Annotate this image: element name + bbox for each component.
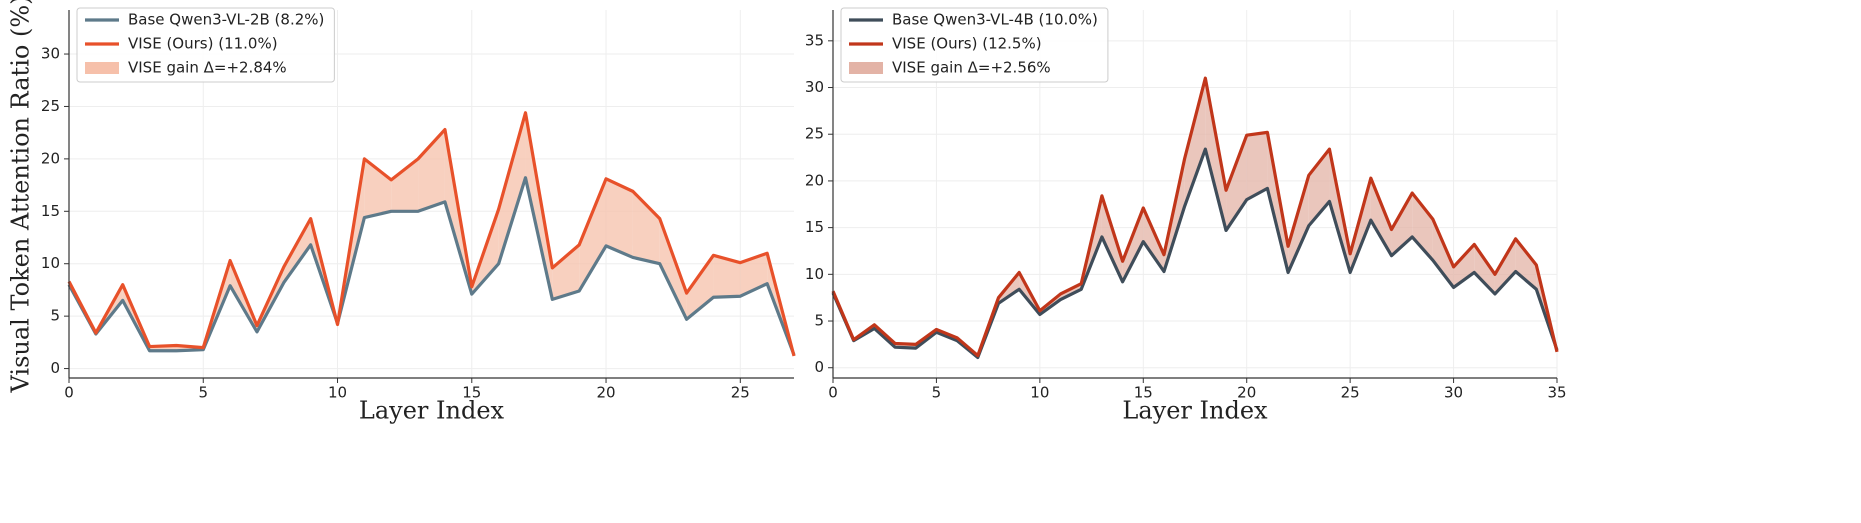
series-line bbox=[67, 111, 796, 357]
legend-label: VISE gain Δ=+2.56% bbox=[892, 59, 1051, 77]
legend-swatch bbox=[85, 62, 119, 74]
gain-band bbox=[1412, 193, 1433, 261]
y-tick-label: 15 bbox=[41, 202, 60, 220]
legend-box bbox=[840, 7, 1109, 83]
y-tick-label: 10 bbox=[41, 254, 60, 272]
x-axis-label: Layer Index bbox=[359, 397, 505, 425]
x-tick-label: 10 bbox=[1030, 384, 1049, 402]
gain-band bbox=[552, 244, 580, 300]
gain-band bbox=[364, 158, 392, 218]
gain-band bbox=[418, 129, 445, 212]
x-tick-label: 20 bbox=[596, 384, 615, 402]
gain-band bbox=[1494, 238, 1516, 294]
x-tick-label: 5 bbox=[198, 384, 208, 402]
series-line bbox=[831, 147, 1559, 360]
gain-band bbox=[1184, 78, 1206, 207]
gain-band bbox=[686, 255, 714, 320]
legend-label: Base Qwen3-VL-2B (8.2%) bbox=[128, 11, 324, 29]
y-tick-label: 25 bbox=[805, 125, 824, 143]
y-tick-label: 30 bbox=[41, 45, 60, 63]
x-tick-label: 35 bbox=[1547, 384, 1566, 402]
legend-swatch bbox=[849, 62, 883, 74]
gain-band bbox=[1370, 178, 1392, 256]
series-line bbox=[67, 176, 796, 356]
y-tick-label: 20 bbox=[805, 171, 824, 189]
x-tick-label: 25 bbox=[1341, 384, 1360, 402]
x-tick-label: 25 bbox=[731, 384, 750, 402]
gain-band bbox=[1288, 175, 1309, 273]
legend-label: VISE gain Δ=+2.84% bbox=[128, 59, 287, 77]
gain-band bbox=[659, 218, 687, 320]
y-tick-label: 0 bbox=[50, 359, 60, 377]
y-tick-label: 5 bbox=[50, 307, 60, 325]
gain-band bbox=[283, 218, 311, 283]
y-tick-label: 20 bbox=[41, 149, 60, 167]
gain-band bbox=[579, 178, 607, 291]
gain-band bbox=[1432, 219, 1454, 288]
y-tick-label: 0 bbox=[814, 358, 824, 376]
legend-label: VISE (Ours) (11.0%) bbox=[128, 35, 278, 53]
gain-band bbox=[498, 112, 526, 264]
x-tick-label: 0 bbox=[64, 384, 74, 402]
x-tick-label: 15 bbox=[1134, 384, 1153, 402]
x-tick-label: 5 bbox=[932, 384, 942, 402]
gain-band bbox=[1246, 132, 1268, 200]
x-axis-label: Layer Index bbox=[1122, 397, 1268, 425]
x-tick-label: 30 bbox=[1444, 384, 1463, 402]
legend-box bbox=[76, 7, 335, 83]
y-tick-label: 5 bbox=[814, 312, 824, 330]
y-tick-label: 15 bbox=[805, 218, 824, 236]
legend-label: VISE (Ours) (12.5%) bbox=[892, 35, 1042, 53]
y-tick-label: 35 bbox=[805, 31, 824, 49]
x-tick-label: 0 bbox=[828, 384, 838, 402]
y-tick-label: 10 bbox=[805, 265, 824, 283]
x-tick-label: 15 bbox=[462, 384, 481, 402]
gain-band bbox=[1515, 238, 1537, 290]
gain-band bbox=[713, 255, 741, 298]
y-tick-label: 25 bbox=[41, 97, 60, 115]
legend-label: Base Qwen3-VL-4B (10.0%) bbox=[892, 11, 1098, 29]
gain-band bbox=[632, 191, 660, 264]
gain-band bbox=[1122, 208, 1144, 282]
gain-band bbox=[391, 158, 419, 212]
series-line bbox=[831, 76, 1559, 358]
y-axis-label: Visual Token Attention Ratio (%) bbox=[7, 0, 35, 393]
y-tick-label: 30 bbox=[805, 78, 824, 96]
gain-band bbox=[1143, 208, 1164, 272]
x-tick-label: 10 bbox=[328, 384, 347, 402]
x-tick-label: 20 bbox=[1237, 384, 1256, 402]
gain-band bbox=[1474, 244, 1495, 294]
gain-band bbox=[1205, 78, 1227, 231]
gain-band bbox=[606, 178, 633, 258]
gain-band bbox=[1453, 244, 1475, 288]
